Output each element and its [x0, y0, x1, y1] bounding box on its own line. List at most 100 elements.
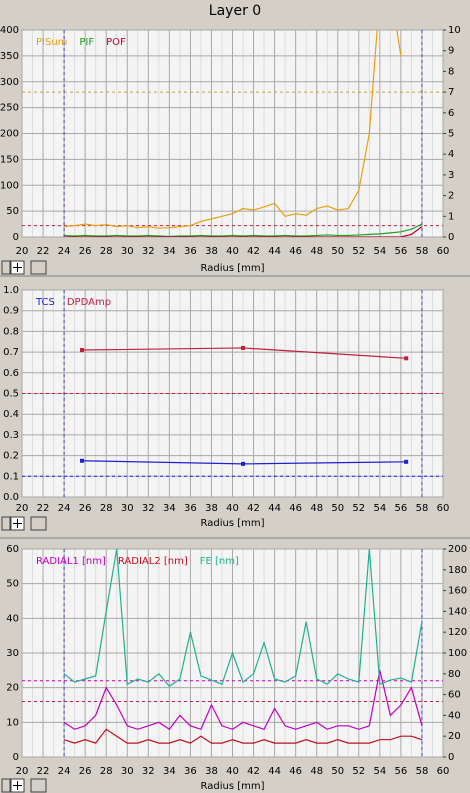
x-tick-label: 28 — [100, 766, 113, 777]
y2-tick-label: 100 — [448, 648, 467, 659]
y2-tick-label: 2 — [448, 191, 454, 202]
x-tick-label: 34 — [163, 503, 176, 514]
x-tick-label: 40 — [226, 503, 239, 514]
x-tick-label: 22 — [37, 246, 50, 257]
y-tick-label: 0.3 — [3, 430, 19, 441]
x-tick-label: 40 — [226, 246, 239, 257]
y2-tick-label: 10 — [448, 25, 461, 36]
x-tick-label: 26 — [79, 246, 92, 257]
y-tick-label: 10 — [6, 717, 19, 728]
x-axis-label: Radius [mm] — [201, 518, 265, 529]
y-tick-label: 0.5 — [3, 389, 19, 400]
legend-label: DPDAmp — [67, 297, 111, 308]
y2-tick-label: 9 — [448, 46, 454, 57]
point — [79, 458, 84, 463]
y2-tick-label: 200 — [448, 544, 467, 555]
x-tick-label: 30 — [121, 503, 134, 514]
y2-tick-label: 5 — [448, 129, 454, 140]
x-tick-label: 40 — [226, 766, 239, 777]
x-tick-label: 34 — [163, 766, 176, 777]
series-line — [64, 30, 402, 229]
y2-tick-label: 160 — [448, 586, 467, 597]
y-tick-label: 0.8 — [3, 326, 19, 337]
y-tick-label: 400 — [0, 25, 19, 36]
x-tick-label: 22 — [37, 766, 50, 777]
x-tick-label: 46 — [289, 246, 302, 257]
y-tick-label: 20 — [6, 683, 19, 694]
x-axis-label: Radius [mm] — [201, 263, 265, 274]
y2-tick-label: 8 — [448, 66, 454, 77]
y-tick-label: 30 — [6, 648, 19, 659]
y-tick-label: 100 — [0, 180, 19, 191]
series-line — [63, 728, 423, 744]
y-tick-label: 50 — [6, 206, 19, 217]
x-tick-label: 50 — [331, 766, 344, 777]
plot-layer — [22, 549, 443, 757]
y-tick-label: 0.7 — [3, 347, 19, 358]
x-tick-label: 58 — [416, 766, 429, 777]
x-tick-label: 54 — [373, 766, 386, 777]
x-tick-label: 26 — [79, 766, 92, 777]
x-tick-label: 48 — [310, 503, 323, 514]
x-tick-label: 30 — [121, 246, 134, 257]
x-tick-label: 38 — [205, 766, 218, 777]
plus-icon — [13, 263, 22, 272]
series-line — [63, 670, 423, 731]
y2-tick-label: 20 — [448, 731, 461, 742]
x-tick-label: 50 — [331, 503, 344, 514]
x-tick-label: 42 — [247, 766, 260, 777]
y-tick-label: 0.1 — [3, 471, 19, 482]
x-tick-label: 44 — [268, 246, 281, 257]
y-tick-label: 1.0 — [3, 285, 19, 296]
y2-tick-label: 1 — [448, 211, 454, 222]
series-line — [64, 223, 423, 237]
x-tick-label: 24 — [58, 246, 71, 257]
y2-tick-label: 6 — [448, 108, 454, 119]
point — [241, 345, 246, 350]
x-tick-label: 36 — [184, 246, 197, 257]
x-tick-label: 34 — [163, 246, 176, 257]
series-line — [63, 549, 423, 688]
legend-label: PIF — [79, 37, 94, 48]
pan-button[interactable] — [30, 778, 47, 793]
legend-label: PISum — [36, 37, 67, 48]
zoom-button[interactable] — [1, 516, 11, 531]
point — [404, 356, 409, 361]
zoom-button[interactable] — [1, 778, 11, 793]
x-tick-label: 42 — [247, 503, 260, 514]
x-tick-label: 56 — [395, 246, 408, 257]
x-tick-label: 42 — [247, 246, 260, 257]
x-tick-label: 32 — [142, 246, 155, 257]
pan-button[interactable] — [30, 260, 47, 275]
x-tick-label: 48 — [310, 766, 323, 777]
point — [404, 459, 409, 464]
x-tick-label: 44 — [268, 503, 281, 514]
x-tick-label: 28 — [100, 503, 113, 514]
y2-tick-label: 120 — [448, 627, 467, 638]
x-tick-label: 58 — [416, 246, 429, 257]
y-tick-label: 0.6 — [3, 368, 19, 379]
x-tick-label: 24 — [58, 766, 71, 777]
legend-label: POF — [106, 37, 126, 48]
x-tick-label: 32 — [142, 503, 155, 514]
y2-tick-label: 0 — [448, 752, 454, 763]
pan-button[interactable] — [30, 516, 47, 531]
zoom-button[interactable] — [1, 260, 11, 275]
y2-tick-label: 140 — [448, 606, 467, 617]
y-tick-label: 0.4 — [3, 409, 19, 420]
x-tick-label: 54 — [373, 503, 386, 514]
toolbar — [1, 260, 47, 793]
chart-title: Layer 0 — [209, 3, 261, 19]
y2-tick-label: 3 — [448, 170, 454, 181]
y2-tick-label: 4 — [448, 149, 454, 160]
legend-label: FE [nm] — [200, 556, 239, 567]
plot-layer — [22, 290, 443, 497]
legend-label: TCS — [35, 297, 55, 308]
x-tick-label: 30 — [121, 766, 134, 777]
point — [241, 461, 246, 466]
x-tick-label: 44 — [268, 766, 281, 777]
legend-label: RADIAL1 [nm] — [36, 556, 106, 567]
x-tick-label: 56 — [395, 766, 408, 777]
x-tick-label: 60 — [437, 246, 450, 257]
y2-tick-label: 60 — [448, 690, 461, 701]
